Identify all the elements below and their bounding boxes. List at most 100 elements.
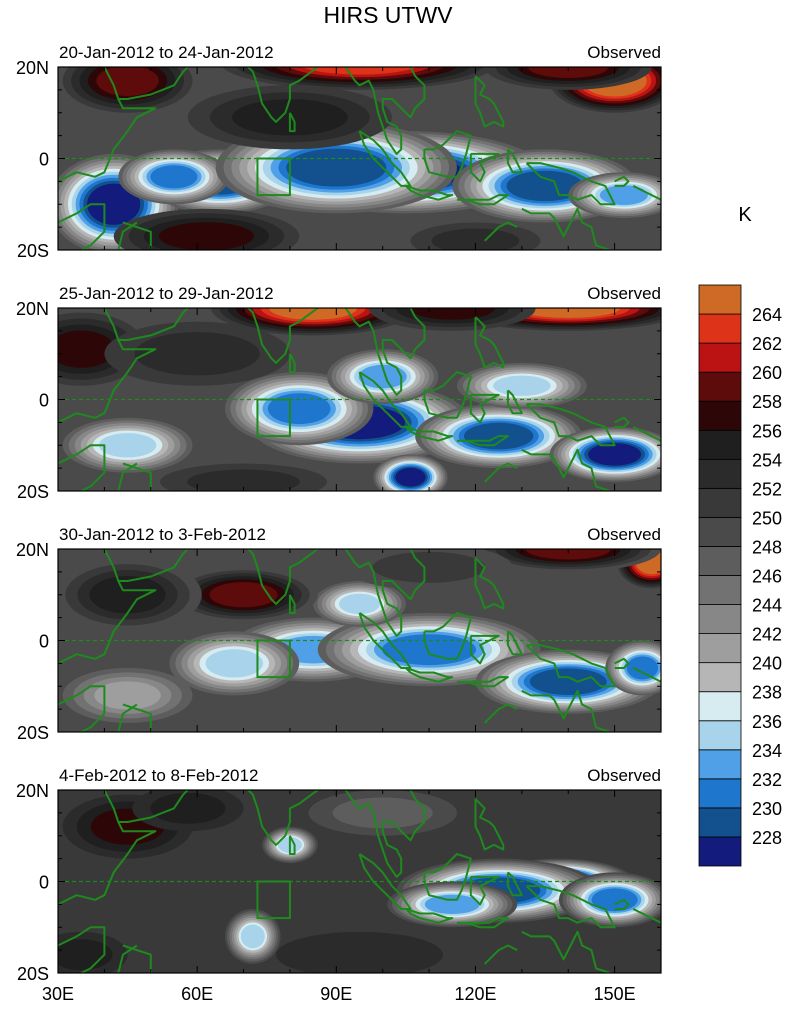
coastline-7 (288, 112, 296, 133)
field-feature-2-level-11 (395, 467, 426, 487)
x-tick-label: 60E (181, 984, 213, 1004)
coastline-10 (405, 908, 454, 924)
field-feature-9-level-8 (269, 308, 358, 320)
coastline-7 (288, 353, 296, 374)
field-feature-3-level-10 (529, 668, 607, 695)
field-feature-12-level-2 (372, 551, 486, 583)
coastline-9 (358, 371, 412, 428)
box-region (256, 157, 291, 197)
x-tick-label: 120E (454, 984, 496, 1004)
colorbar-segment (698, 662, 742, 693)
panel-3: 20N 0 20S 30-Jan-2012 to 3-Feb-2012 Observed (16, 525, 662, 743)
coastline-19 (614, 175, 630, 187)
coastline-4 (117, 462, 138, 491)
coastline-14 (525, 644, 616, 688)
coastline-18 (506, 389, 523, 415)
box-region (256, 398, 291, 438)
coastline-9 (358, 853, 412, 910)
panel-date-range: 4-Feb-2012 to 8-Feb-2012 (59, 766, 258, 785)
colorbar-segment (698, 749, 742, 780)
panel-4: 20N 0 20S 4-Feb-2012 to 8-Feb-2012 Observed (16, 766, 662, 984)
panel-2: 20N 0 20S 25-Jan-2012 to 29-Jan-2012 Observe… (16, 284, 662, 502)
coastline-18 (506, 630, 523, 656)
colorbar-level-label: 264 (752, 305, 782, 325)
coastline-17 (456, 435, 509, 447)
coastline-13 (474, 557, 505, 610)
field-feature-14-level-2 (187, 469, 300, 491)
colorbar-segment (698, 807, 742, 838)
box-region (256, 639, 291, 679)
colorbar-segment (698, 778, 742, 809)
panel-observed-label: Observed (587, 525, 661, 544)
coastline-4 (117, 221, 138, 250)
coastline-2 (58, 926, 106, 973)
field-feature-5-level-9 (267, 393, 331, 425)
y-tick-label: 0 (39, 150, 49, 170)
coastline-11 (423, 612, 472, 660)
panel-observed-label: Observed (587, 43, 661, 62)
coastline-8 (343, 790, 426, 878)
colorbar-level-label: 252 (752, 479, 782, 499)
field-feature-4-level-11 (588, 443, 642, 466)
coastline-11 (423, 130, 472, 178)
y-tick-label: 0 (39, 391, 49, 411)
field-feature-11-level-4 (89, 575, 166, 614)
colorbar-segment (698, 400, 742, 431)
panel-field (58, 67, 661, 250)
field-feature-6-level-7 (98, 433, 157, 458)
colorbar-level-label: 230 (752, 799, 782, 819)
field-feature-6-level-7 (338, 593, 381, 615)
coastline-9 (358, 612, 412, 669)
y-tick-label: 20S (17, 482, 49, 502)
colorbar-level-label: 240 (752, 654, 782, 674)
colorbar-segment (698, 429, 742, 460)
field-feature-8-level-2 (150, 792, 226, 824)
colorbar-level-label: 242 (752, 625, 782, 645)
field-feature-9-level-2 (58, 939, 113, 971)
coastline-11 (423, 853, 472, 901)
field-feature-12-level-4 (58, 330, 115, 368)
colorbar-segment (698, 633, 742, 664)
coastline-15 (521, 207, 611, 250)
colorbar-level-label: 236 (752, 712, 782, 732)
coastline-12 (469, 875, 500, 906)
coastline-13 (474, 316, 505, 369)
coastlines (58, 790, 661, 973)
y-tick-label: 20S (17, 964, 49, 984)
coastline-16 (484, 221, 518, 242)
coastline-2 (58, 444, 106, 491)
coastline-16 (483, 703, 518, 724)
coastline-6 (246, 790, 321, 846)
y-tick-label: 20S (17, 723, 49, 743)
coastline-5 (118, 549, 190, 582)
coastline-8 (343, 549, 426, 637)
colorbar-segment (698, 836, 742, 867)
field-feature-8-level-7 (493, 375, 551, 396)
colorbar-level-label: 228 (752, 828, 782, 848)
coastline-18 (506, 148, 523, 174)
y-tick-label: 0 (39, 632, 49, 652)
coastline-9 (358, 130, 412, 187)
colorbar-level-label: 234 (752, 741, 782, 761)
coastlines (58, 549, 661, 732)
y-tick-label: 0 (39, 873, 49, 893)
coastline-20 (632, 426, 661, 442)
coastline-19 (614, 657, 630, 669)
coastline-17 (456, 917, 509, 929)
y-tick-label: 20S (17, 241, 49, 261)
colorbar-level-label: 248 (752, 537, 782, 557)
field-feature-14-level-2 (431, 228, 520, 250)
coastline-20 (632, 185, 661, 201)
field-feature-13-level-2 (134, 332, 260, 376)
coastline-6 (246, 67, 321, 123)
panels: 20N 0 20S 20-Jan-2012 to 24-Jan-2012 Observe… (16, 43, 662, 1004)
panel-1: 20N 0 20S 20-Jan-2012 to 24-Jan-2012 Observe… (16, 43, 662, 261)
field-feature-4-level-9 (424, 894, 480, 915)
field-feature-5-level-7 (205, 649, 264, 678)
coastline-6 (246, 308, 321, 364)
coastline-15 (521, 448, 611, 491)
coastline-2 (58, 685, 106, 732)
colorbar-level-label: 246 (752, 567, 782, 587)
x-tick-label: 150E (594, 984, 636, 1004)
field-feature-11-level-1 (276, 931, 443, 973)
